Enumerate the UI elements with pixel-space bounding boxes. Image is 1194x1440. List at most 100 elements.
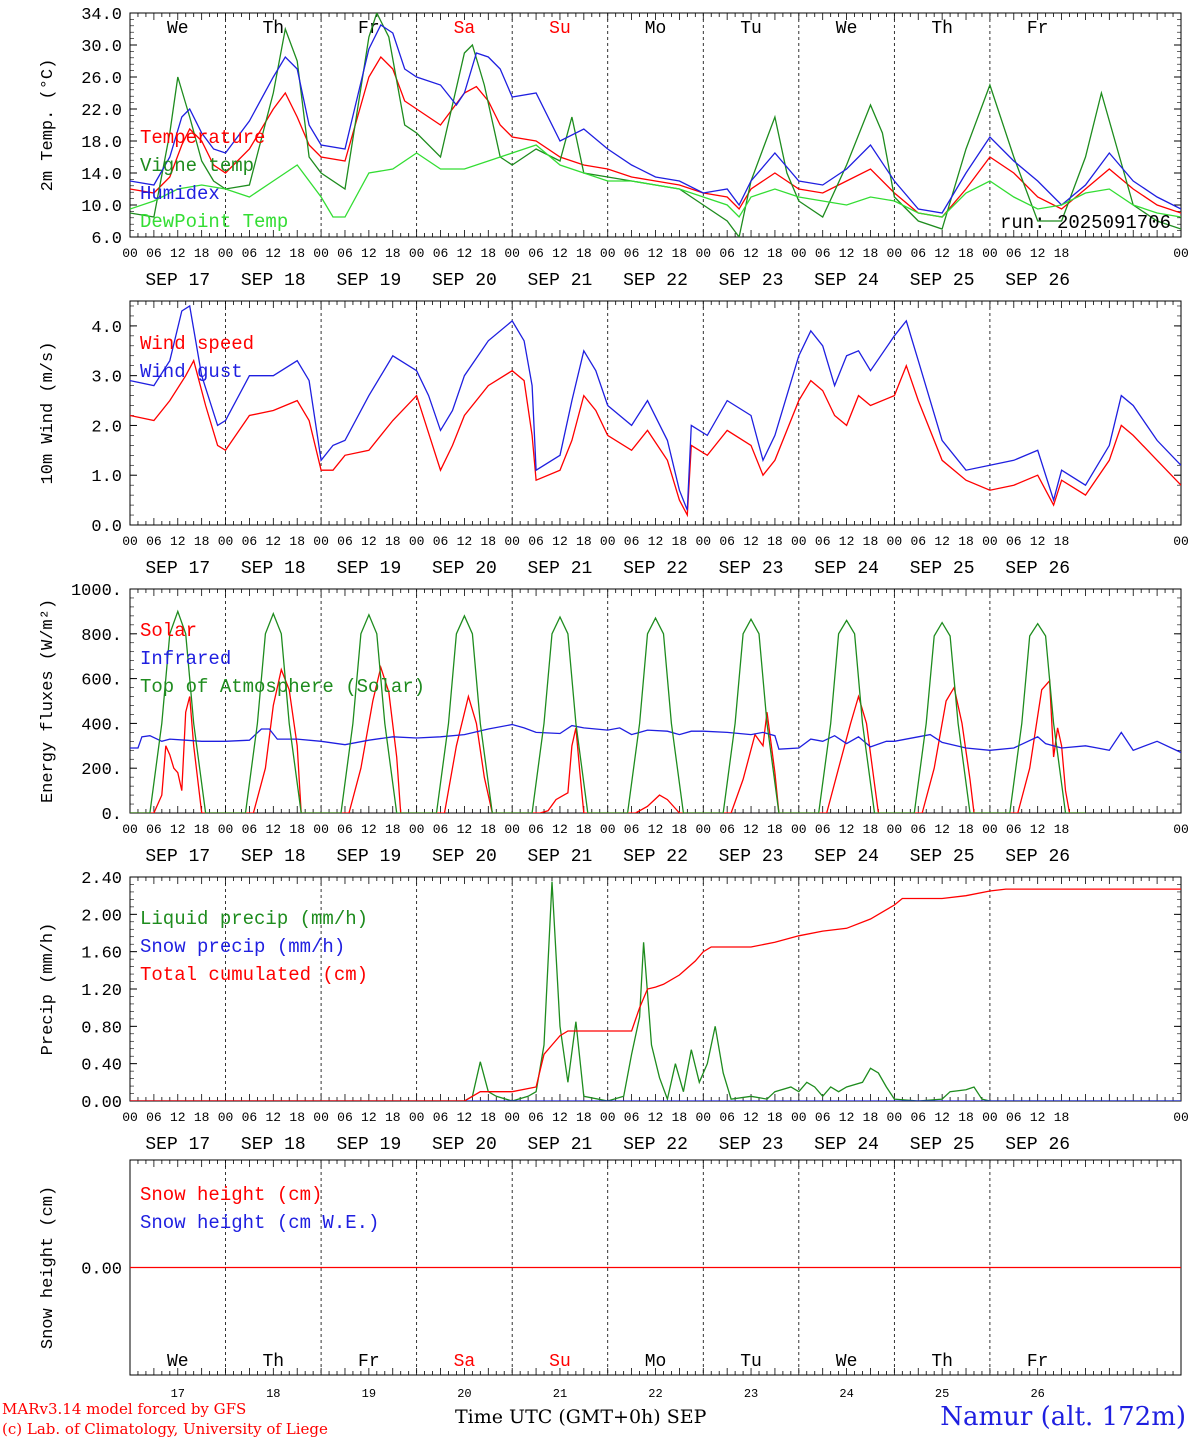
day-name: Fr bbox=[358, 19, 380, 39]
hour-label: 00 bbox=[409, 1110, 425, 1125]
hour-label: 06 bbox=[624, 822, 640, 837]
hour-label: 00 bbox=[409, 534, 425, 549]
hour-label: 00 bbox=[791, 534, 807, 549]
hour-label: 18 bbox=[958, 246, 974, 261]
legend-temperature: Temperature bbox=[140, 127, 265, 149]
legend-wind-gust: Wind gust bbox=[140, 361, 243, 383]
date-label: SEP 24 bbox=[814, 559, 879, 579]
hour-label: 12 bbox=[266, 822, 282, 837]
y-tick-label: 400. bbox=[81, 716, 122, 735]
hour-label: 18 bbox=[672, 1110, 688, 1125]
hour-label: 06 bbox=[146, 534, 162, 549]
hour-label: 18 bbox=[576, 822, 592, 837]
y-tick-label: 18.0 bbox=[81, 134, 122, 153]
panel-5: 0.00 Snow height (cm) We 17 Th 18 Fr 19 Sa 20 Su 21… bbox=[39, 1159, 1182, 1401]
hour-label: 06 bbox=[242, 1110, 258, 1125]
hour-label: 18 bbox=[767, 1110, 783, 1125]
hour-label: 06 bbox=[433, 822, 449, 837]
hour-label: 18 bbox=[385, 1110, 401, 1125]
hour-label: 18 bbox=[289, 1110, 305, 1125]
hour-label: 18 bbox=[958, 1110, 974, 1125]
y-tick-label: 0.0 bbox=[91, 518, 122, 537]
y-tick-label: 2.0 bbox=[91, 418, 122, 437]
hour-label: 00 bbox=[504, 1110, 520, 1125]
hour-label: 06 bbox=[1006, 246, 1022, 261]
series-line-solar bbox=[130, 665, 1086, 813]
hour-label: 06 bbox=[624, 534, 640, 549]
day-name: We bbox=[167, 19, 189, 39]
hour-label: 12 bbox=[934, 534, 950, 549]
hour-label: 12 bbox=[170, 246, 186, 261]
hour-label: 12 bbox=[457, 1110, 473, 1125]
hour-label: 12 bbox=[648, 822, 664, 837]
day-name: Th bbox=[931, 1352, 953, 1372]
date-label: SEP 25 bbox=[910, 559, 975, 579]
hour-label: 06 bbox=[719, 822, 735, 837]
hour-label: 00 bbox=[1173, 822, 1189, 837]
date-label: SEP 18 bbox=[241, 1135, 306, 1155]
hour-label: 06 bbox=[528, 534, 544, 549]
date-label: SEP 21 bbox=[528, 271, 593, 291]
y-tick-label: 200. bbox=[81, 761, 122, 780]
day-number: 20 bbox=[457, 1387, 471, 1401]
lab-credit: (c) Lab. of Climatology, University of L… bbox=[2, 1420, 328, 1438]
hour-label: 06 bbox=[242, 534, 258, 549]
hour-label: 12 bbox=[743, 1110, 759, 1125]
hour-label: 18 bbox=[289, 246, 305, 261]
hour-label: 06 bbox=[815, 534, 831, 549]
day-name: Su bbox=[549, 1352, 571, 1372]
panel-3: 0. 200. 400. 600. 800. 1000. Energy fluxes (W/… bbox=[39, 582, 1189, 867]
hour-label: 18 bbox=[672, 246, 688, 261]
date-label: SEP 25 bbox=[910, 1135, 975, 1155]
day-name: Su bbox=[549, 19, 571, 39]
hour-label: 06 bbox=[910, 246, 926, 261]
day-name: Sa bbox=[454, 19, 476, 39]
hour-label: 00 bbox=[122, 246, 138, 261]
date-label: SEP 23 bbox=[719, 559, 784, 579]
hour-label: 00 bbox=[409, 822, 425, 837]
month-label: SEP bbox=[666, 1406, 707, 1428]
y-tick-label: 0.00 bbox=[81, 1261, 122, 1280]
y-tick-label: 800. bbox=[81, 627, 122, 646]
day-number: 24 bbox=[839, 1387, 853, 1401]
date-label: SEP 18 bbox=[241, 847, 306, 867]
hour-label: 12 bbox=[1030, 1110, 1046, 1125]
hour-label: 06 bbox=[815, 822, 831, 837]
y-tick-label: 30.0 bbox=[81, 38, 122, 57]
hour-label: 06 bbox=[910, 822, 926, 837]
hour-label: 00 bbox=[695, 534, 711, 549]
hour-label: 00 bbox=[982, 822, 998, 837]
hour-label: 12 bbox=[457, 822, 473, 837]
hour-label: 18 bbox=[767, 534, 783, 549]
hour-label: 00 bbox=[600, 246, 616, 261]
y-tick-label: 2.40 bbox=[81, 870, 122, 889]
legend-dewpoint-temp: DewPoint Temp bbox=[140, 211, 288, 233]
hour-label: 12 bbox=[457, 534, 473, 549]
hour-label: 00 bbox=[122, 822, 138, 837]
hour-label: 00 bbox=[600, 1110, 616, 1125]
hour-label: 00 bbox=[982, 1110, 998, 1125]
y-tick-label: 10.0 bbox=[81, 198, 122, 217]
time-axis-label: Time UTC (GMT+0h) SEP bbox=[455, 1406, 706, 1428]
day-number: 21 bbox=[553, 1387, 567, 1401]
panel-2: 0.0 1.0 2.0 3.0 4.0 10m Wind (m/s) 00 06 12 18 SEP… bbox=[39, 300, 1189, 579]
date-label: SEP 23 bbox=[719, 1135, 784, 1155]
y-tick-label: 0.80 bbox=[81, 1019, 122, 1038]
y-tick-label: 6.0 bbox=[91, 230, 122, 249]
hour-label: 06 bbox=[146, 1110, 162, 1125]
hour-label: 06 bbox=[433, 534, 449, 549]
day-name: Sa bbox=[454, 1352, 476, 1372]
hour-label: 00 bbox=[695, 1110, 711, 1125]
panel-1: 6.0 10.0 14.0 18.0 22.0 26.0 30.0 34.0 2m Temp. … bbox=[39, 6, 1189, 291]
hour-label: 12 bbox=[934, 246, 950, 261]
legend-wind-speed: Wind speed bbox=[140, 333, 254, 355]
hour-label: 06 bbox=[433, 246, 449, 261]
hour-label: 12 bbox=[361, 246, 377, 261]
date-label: SEP 24 bbox=[814, 271, 879, 291]
date-label: SEP 25 bbox=[910, 271, 975, 291]
y-tick-label: 34.0 bbox=[81, 6, 122, 25]
hour-label: 00 bbox=[982, 246, 998, 261]
hour-label: 18 bbox=[1054, 246, 1070, 261]
plot-frame bbox=[129, 300, 1182, 526]
